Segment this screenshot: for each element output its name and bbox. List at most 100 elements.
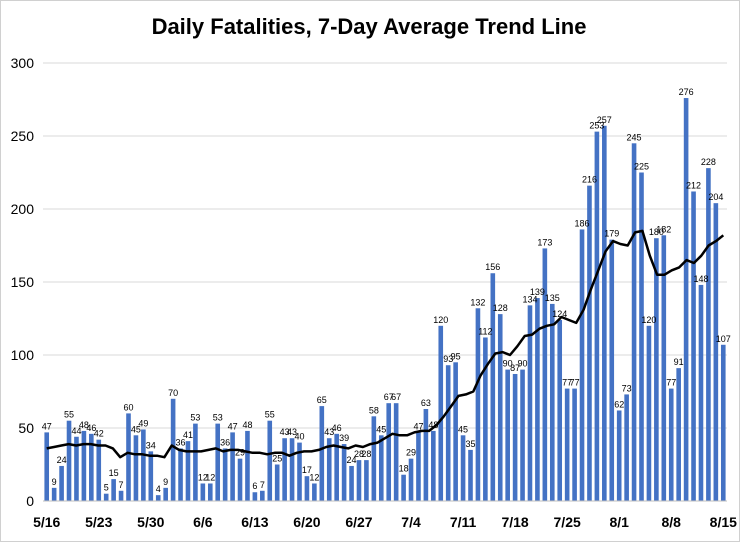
bar-6	[89, 433, 94, 501]
bar-22	[207, 483, 213, 501]
data-label-61: 128	[493, 303, 508, 313]
data-label-33: 43	[287, 427, 297, 437]
bar-46	[386, 403, 392, 501]
data-label-9: 15	[109, 468, 119, 478]
data-label-64: 90	[518, 359, 528, 369]
bar-86	[683, 98, 689, 501]
bar-69	[557, 319, 563, 501]
bar-34	[297, 442, 302, 501]
data-label-8: 5	[104, 483, 109, 493]
data-label-14: 34	[146, 440, 156, 450]
bar-85	[676, 368, 681, 501]
bar-90	[713, 203, 719, 501]
bar-18	[178, 448, 183, 501]
bar-36	[312, 483, 317, 501]
bar-79	[631, 143, 637, 502]
data-label-52: 48	[428, 420, 438, 430]
bar-54	[445, 365, 451, 501]
bar-57	[468, 449, 473, 501]
bar-35	[304, 476, 310, 501]
bar-70	[564, 388, 570, 501]
x-tick-label-3: 6/6	[193, 514, 213, 530]
bar-88	[698, 284, 704, 501]
bar-51	[423, 409, 429, 501]
y-tick-label-2: 100	[11, 347, 35, 363]
bar-91	[720, 344, 726, 501]
data-label-69: 124	[552, 309, 567, 319]
bar-5	[81, 430, 87, 501]
data-label-26: 29	[235, 448, 245, 458]
data-label-53: 120	[433, 315, 448, 325]
x-tick-label-9: 7/18	[501, 514, 528, 530]
x-tick-label-6: 6/27	[345, 514, 372, 530]
trend-line	[46, 229, 725, 459]
data-label-66: 139	[530, 287, 545, 297]
bar-37	[319, 406, 325, 501]
x-tick-label-8: 7/11	[450, 514, 477, 530]
data-label-42: 28	[354, 449, 364, 459]
bar-48	[401, 474, 406, 501]
bar-3	[66, 420, 72, 501]
bar-14	[148, 451, 154, 501]
data-label-72: 186	[575, 218, 590, 228]
bar-8	[103, 493, 109, 501]
data-label-13: 49	[138, 418, 148, 428]
bar-58	[475, 308, 481, 501]
bar-52	[431, 430, 436, 501]
bar-17	[170, 398, 176, 501]
bar-81	[646, 325, 652, 501]
bar-68	[549, 303, 555, 501]
data-label-36: 12	[309, 472, 319, 482]
data-label-7: 42	[94, 429, 104, 439]
data-label-62: 90	[503, 359, 513, 369]
y-tick-label-6: 300	[11, 55, 35, 71]
data-label-71: 77	[570, 378, 580, 388]
data-label-48: 18	[399, 464, 409, 474]
data-label-43: 28	[361, 449, 371, 459]
bar-13	[141, 429, 146, 501]
bar-0	[44, 432, 50, 501]
bar-56	[460, 435, 466, 501]
data-label-38: 43	[324, 427, 334, 437]
data-label-10: 7	[119, 480, 124, 490]
data-label-27: 48	[242, 420, 252, 430]
x-tick-label-7: 7/4	[401, 514, 421, 530]
bar-53	[438, 325, 444, 501]
data-label-49: 29	[406, 448, 416, 458]
data-label-85: 91	[674, 357, 684, 367]
bar-32	[282, 438, 287, 501]
bar-2	[59, 465, 64, 501]
bar-87	[691, 191, 696, 502]
bar-65	[527, 305, 533, 501]
axes: 0 50 100 150 200 250 300 5/16 5/23 5/30 6/6 6/13 6/2…	[11, 55, 737, 530]
bar-55	[453, 362, 458, 501]
data-label-79: 245	[627, 132, 642, 142]
data-label-34: 40	[294, 432, 304, 442]
bar-62	[505, 369, 510, 501]
bar-21	[200, 483, 206, 501]
data-label-37: 65	[317, 395, 327, 405]
bar-71	[572, 388, 577, 501]
y-tick-label-4: 200	[11, 201, 35, 217]
bar-15	[155, 495, 161, 501]
y-tick-label-5: 250	[11, 128, 35, 144]
bar-4	[74, 436, 79, 501]
bar-42	[356, 460, 362, 501]
data-label-60: 156	[485, 262, 500, 272]
bar-60	[490, 273, 496, 501]
x-tick-label-2: 5/30	[137, 514, 164, 530]
data-label-59: 112	[478, 326, 492, 336]
data-label-21: 12	[198, 472, 208, 482]
data-label-63: 87	[510, 363, 520, 373]
data-label-57: 35	[465, 439, 475, 449]
data-label-41: 24	[347, 455, 357, 465]
y-tick-label-1: 50	[18, 420, 34, 436]
x-tick-label-10: 7/25	[554, 514, 581, 530]
bar-83	[661, 235, 667, 501]
data-label-77: 62	[614, 399, 624, 409]
data-label-32: 43	[280, 427, 290, 437]
data-label-29: 7	[260, 480, 265, 490]
bar-67	[542, 248, 548, 501]
data-label-39: 46	[332, 423, 342, 433]
data-label-25: 47	[228, 421, 238, 431]
